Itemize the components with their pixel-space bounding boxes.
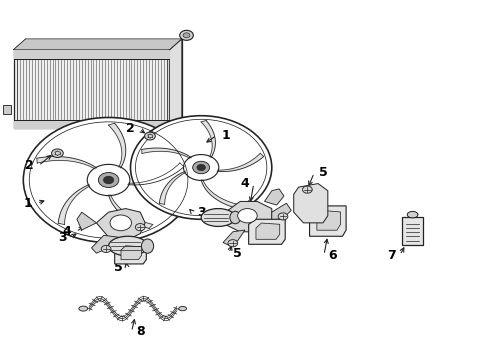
FancyBboxPatch shape [402,217,423,245]
Polygon shape [317,211,341,230]
Polygon shape [108,123,126,168]
Text: 5: 5 [318,166,327,179]
Polygon shape [248,219,285,244]
Text: 4: 4 [63,225,72,238]
Polygon shape [272,203,291,221]
Circle shape [110,215,131,231]
Polygon shape [310,206,346,236]
Circle shape [103,176,114,184]
Polygon shape [92,235,118,253]
Polygon shape [14,50,170,59]
Text: 2: 2 [126,122,135,135]
Circle shape [302,186,312,193]
Polygon shape [14,120,170,128]
Text: 4: 4 [241,177,249,190]
Circle shape [145,132,155,140]
Polygon shape [223,230,245,246]
Circle shape [24,117,194,243]
Polygon shape [109,195,153,229]
Text: 5: 5 [233,247,242,260]
Circle shape [228,240,238,247]
Polygon shape [256,223,280,239]
Ellipse shape [230,211,241,224]
Polygon shape [201,121,216,157]
Polygon shape [14,39,182,50]
Ellipse shape [407,211,418,218]
Circle shape [98,172,119,188]
Polygon shape [3,105,11,114]
Ellipse shape [179,306,187,311]
Polygon shape [170,39,182,128]
Text: 7: 7 [387,248,395,261]
Text: 5: 5 [114,261,122,274]
Polygon shape [115,243,147,264]
Polygon shape [142,148,191,158]
Circle shape [51,149,63,157]
Circle shape [278,213,288,220]
Text: 1: 1 [221,129,230,142]
Text: 6: 6 [328,248,337,261]
Polygon shape [225,202,272,232]
Text: 8: 8 [136,325,145,338]
Polygon shape [77,212,97,230]
Ellipse shape [201,208,235,226]
Polygon shape [201,180,238,208]
Text: 3: 3 [58,231,67,244]
Circle shape [183,33,190,38]
Circle shape [180,30,194,40]
Circle shape [193,161,210,174]
Circle shape [135,224,145,231]
Circle shape [130,116,272,219]
Circle shape [238,208,257,223]
Text: 3: 3 [197,206,205,219]
Circle shape [197,165,205,171]
Polygon shape [128,163,184,185]
Text: 5: 5 [336,213,344,226]
Polygon shape [14,50,170,128]
Polygon shape [265,189,284,205]
Text: 1: 1 [24,197,32,210]
Circle shape [101,246,111,252]
Polygon shape [159,171,186,204]
Polygon shape [58,185,90,225]
Polygon shape [97,208,145,241]
Ellipse shape [142,239,154,253]
Text: 2: 2 [25,159,34,172]
Polygon shape [37,157,97,169]
Ellipse shape [109,236,147,256]
Polygon shape [294,184,328,223]
Polygon shape [217,153,264,172]
Ellipse shape [79,306,88,311]
Polygon shape [121,246,142,260]
